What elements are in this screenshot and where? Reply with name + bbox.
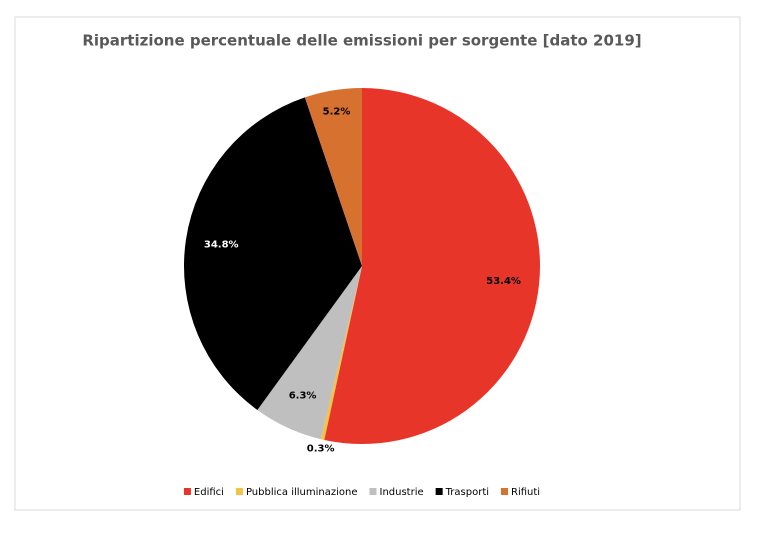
legend-label: Pubblica illuminazione	[246, 487, 358, 498]
legend-label: Trasporti	[445, 487, 489, 498]
data-label: 5.2%	[323, 106, 351, 117]
data-label: 6.3%	[289, 390, 317, 401]
legend-swatch	[183, 488, 191, 495]
data-label: 34.8%	[204, 240, 239, 251]
data-label: 53.4%	[486, 276, 521, 287]
chart-title: Ripartizione percentuale delle emissioni…	[82, 32, 641, 50]
pie-slice	[184, 97, 362, 411]
pie-slice	[320, 266, 362, 440]
legend-swatch	[369, 488, 377, 495]
legend-swatch	[235, 488, 243, 495]
legend: Edifici Pubblica illuminazione Industrie Tr…	[183, 487, 540, 498]
pie-slice	[324, 88, 541, 444]
legend-label: Edifici	[194, 487, 224, 498]
pie-slice	[304, 88, 362, 266]
data-label: 0.3%	[307, 443, 335, 454]
legend-swatch	[435, 488, 443, 495]
legend-label: Industrie	[379, 487, 423, 498]
pie-slice	[257, 266, 362, 440]
legend-swatch	[501, 488, 509, 495]
legend-label: Rifiuti	[511, 487, 540, 498]
